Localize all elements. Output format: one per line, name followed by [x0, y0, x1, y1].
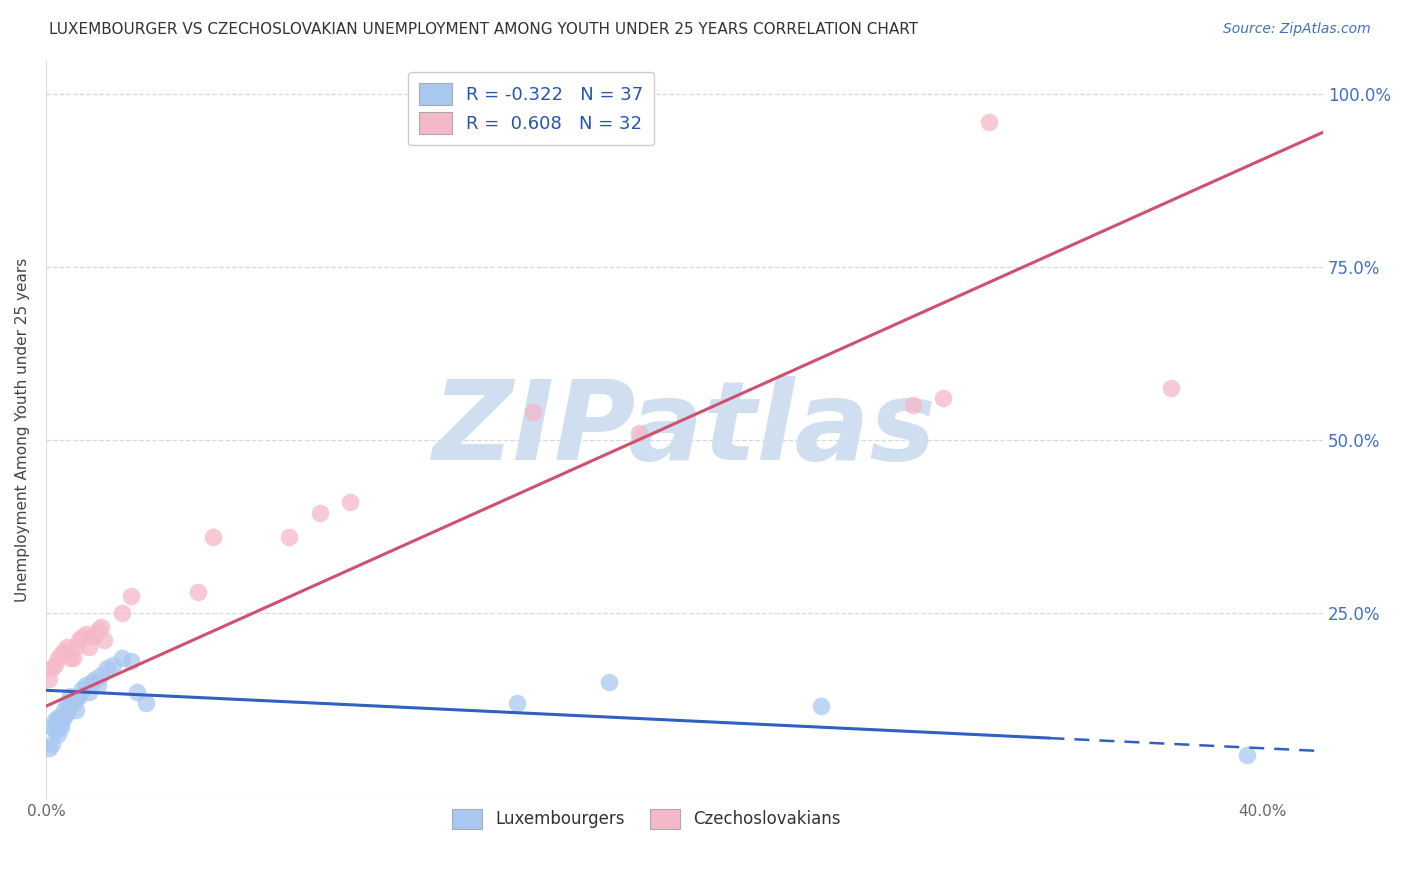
- Point: [65, 692, 87, 706]
- Point: [38, 672, 60, 686]
- Point: [67, 689, 90, 703]
- Point: [72, 630, 94, 644]
- Point: [627, 425, 650, 440]
- Point: [77, 640, 100, 655]
- Point: [80, 630, 103, 644]
- Point: [41, 737, 63, 751]
- Point: [83, 626, 105, 640]
- Point: [41, 661, 63, 675]
- Point: [51, 720, 73, 734]
- Point: [41, 720, 63, 734]
- Point: [56, 706, 79, 720]
- Point: [111, 650, 134, 665]
- Point: [308, 506, 330, 520]
- Point: [80, 675, 103, 690]
- Point: [506, 696, 529, 710]
- Point: [46, 727, 69, 741]
- Point: [51, 709, 73, 723]
- Point: [187, 585, 209, 599]
- Y-axis label: Unemployment Among Youth under 25 years: Unemployment Among Youth under 25 years: [15, 258, 30, 602]
- Point: [86, 623, 108, 637]
- Point: [59, 689, 82, 703]
- Point: [1236, 747, 1258, 762]
- Text: Source: ZipAtlas.com: Source: ZipAtlas.com: [1223, 22, 1371, 37]
- Point: [977, 115, 1000, 129]
- Point: [51, 716, 73, 731]
- Point: [810, 699, 832, 714]
- Point: [67, 633, 90, 648]
- Point: [90, 620, 112, 634]
- Point: [53, 709, 76, 723]
- Point: [86, 678, 108, 692]
- Point: [56, 696, 79, 710]
- Point: [93, 633, 115, 648]
- Point: [111, 606, 134, 620]
- Point: [77, 685, 100, 699]
- Point: [278, 530, 301, 544]
- Point: [44, 723, 66, 738]
- Point: [135, 696, 157, 710]
- Point: [44, 657, 66, 672]
- Point: [1160, 381, 1182, 395]
- Point: [59, 699, 82, 714]
- Legend: Luxembourgers, Czechoslovakians: Luxembourgers, Czechoslovakians: [446, 802, 848, 836]
- Point: [38, 740, 60, 755]
- Point: [202, 530, 225, 544]
- Point: [101, 657, 124, 672]
- Point: [75, 626, 97, 640]
- Point: [65, 703, 87, 717]
- Point: [339, 495, 361, 509]
- Point: [120, 589, 142, 603]
- Point: [59, 650, 82, 665]
- Point: [127, 685, 149, 699]
- Point: [522, 405, 544, 419]
- Point: [65, 640, 87, 655]
- Text: LUXEMBOURGER VS CZECHOSLOVAKIAN UNEMPLOYMENT AMONG YOUTH UNDER 25 YEARS CORRELAT: LUXEMBOURGER VS CZECHOSLOVAKIAN UNEMPLOY…: [49, 22, 918, 37]
- Point: [51, 648, 73, 662]
- Point: [75, 678, 97, 692]
- Point: [46, 650, 69, 665]
- Point: [901, 398, 924, 412]
- Point: [56, 640, 79, 655]
- Point: [932, 392, 955, 406]
- Point: [83, 672, 105, 686]
- Text: ZIPatlas: ZIPatlas: [433, 376, 936, 483]
- Point: [72, 681, 94, 696]
- Point: [120, 654, 142, 668]
- Point: [598, 675, 620, 690]
- Point: [62, 696, 84, 710]
- Point: [90, 668, 112, 682]
- Point: [96, 661, 118, 675]
- Point: [44, 713, 66, 727]
- Point: [46, 709, 69, 723]
- Point: [62, 650, 84, 665]
- Point: [53, 703, 76, 717]
- Point: [53, 644, 76, 658]
